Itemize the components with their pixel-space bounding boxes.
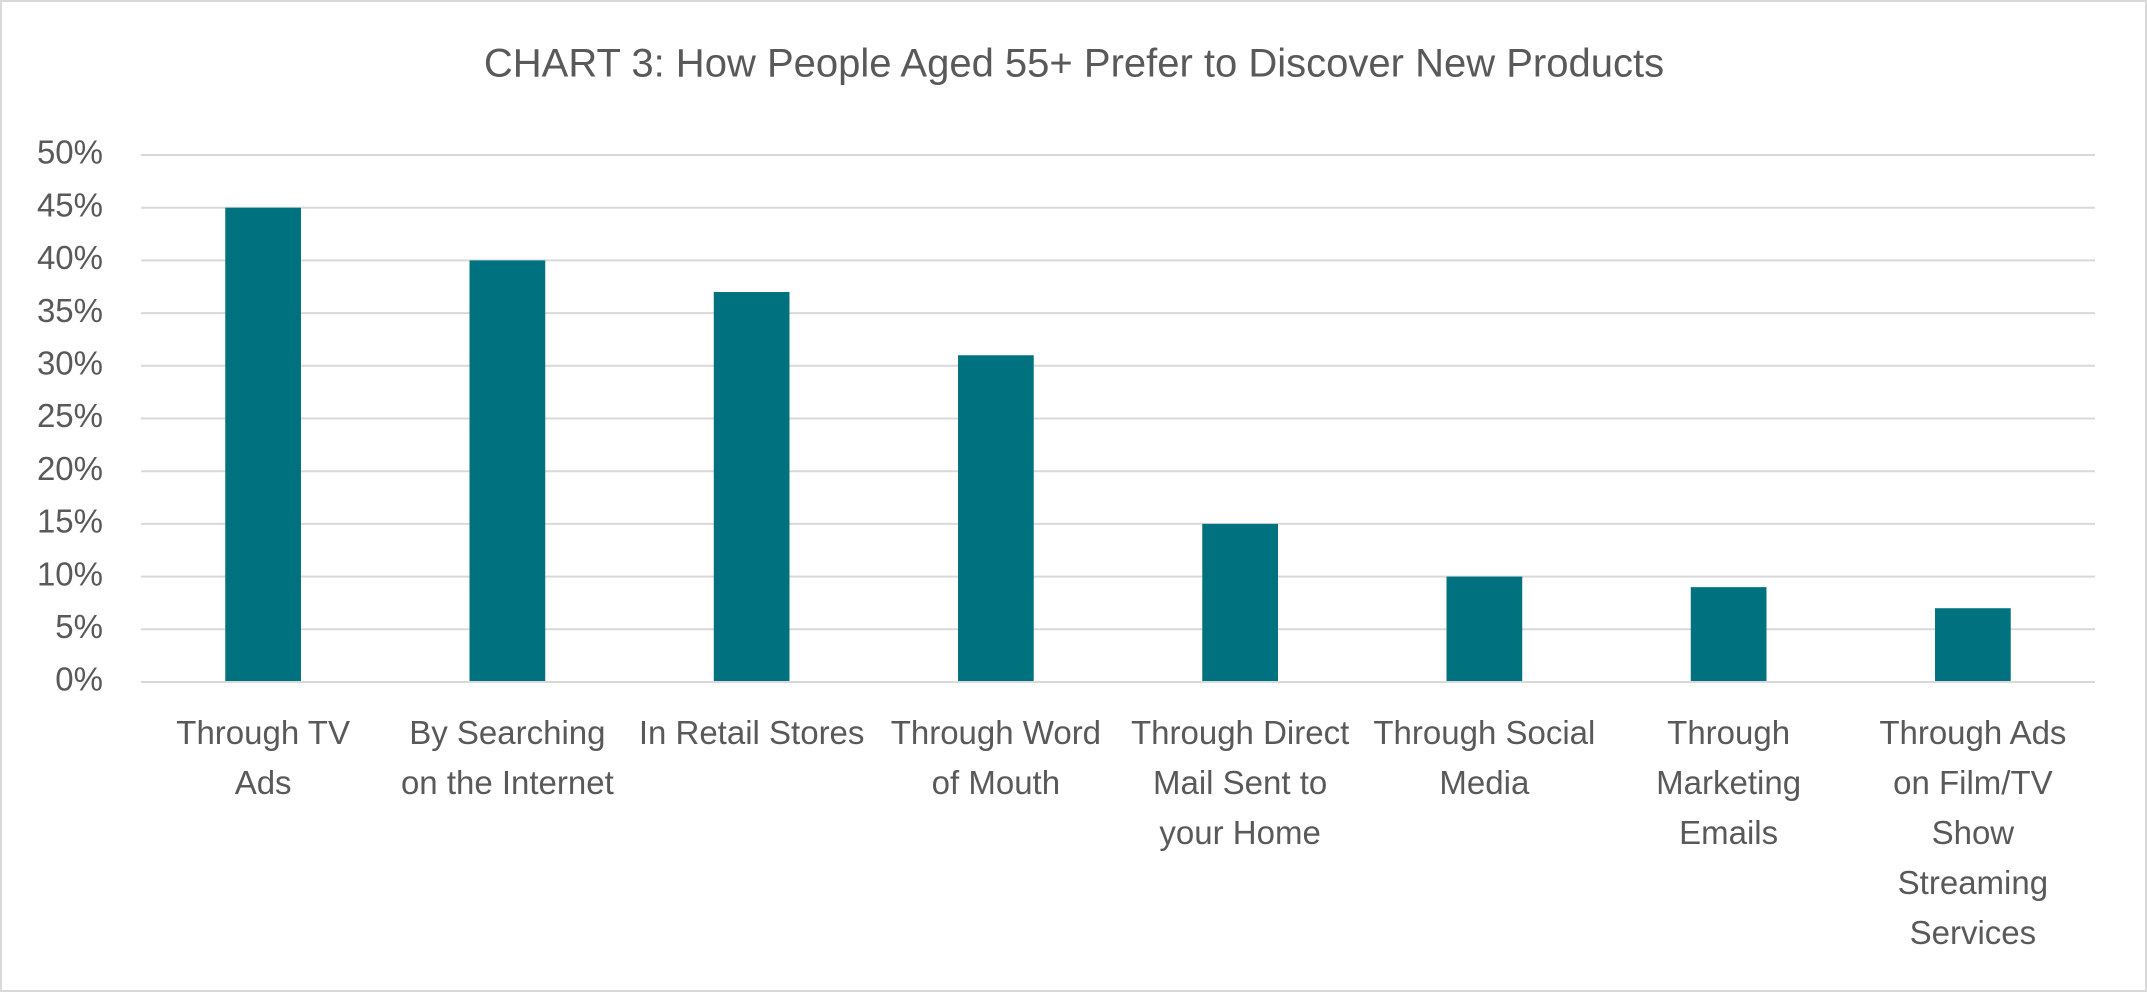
y-tick-label: 0%: [55, 661, 103, 698]
y-tick-label: 20%: [37, 450, 103, 487]
x-tick-label: Through Marketing Emails: [1656, 714, 1801, 851]
bar: [1446, 576, 1523, 682]
y-tick-label: 50%: [37, 134, 103, 171]
bar: [1202, 523, 1278, 682]
bar: [713, 292, 790, 682]
x-tick-label: Through TV Ads: [176, 714, 350, 801]
x-tick-label: Through Ads on Film/TV Show Streaming Servic…: [1879, 714, 2066, 951]
x-tick-label: Through Word of Mouth: [891, 714, 1101, 801]
x-tick-label: By Searching on the Internet: [401, 714, 614, 801]
y-tick-label: 35%: [37, 292, 103, 329]
y-tick-label: 15%: [37, 503, 103, 540]
bar: [958, 355, 1034, 682]
x-tick-label: Through Social Media: [1373, 714, 1595, 801]
bar: [1690, 587, 1767, 682]
y-tick-label: 5%: [55, 608, 103, 645]
y-tick-label: 45%: [37, 186, 103, 223]
y-tick-label: 25%: [37, 397, 103, 434]
x-tick-label: Through Direct Mail Sent to your Home: [1131, 714, 1349, 851]
bar: [225, 207, 301, 682]
y-tick-label: 10%: [37, 555, 103, 592]
x-tick-label: In Retail Stores: [639, 714, 865, 751]
bar: [469, 260, 546, 682]
bar: [1935, 608, 2011, 682]
y-tick-label: 40%: [37, 239, 103, 276]
y-tick-label: 30%: [37, 345, 103, 382]
chart-title: CHART 3: How People Aged 55+ Prefer to D…: [484, 42, 1664, 86]
